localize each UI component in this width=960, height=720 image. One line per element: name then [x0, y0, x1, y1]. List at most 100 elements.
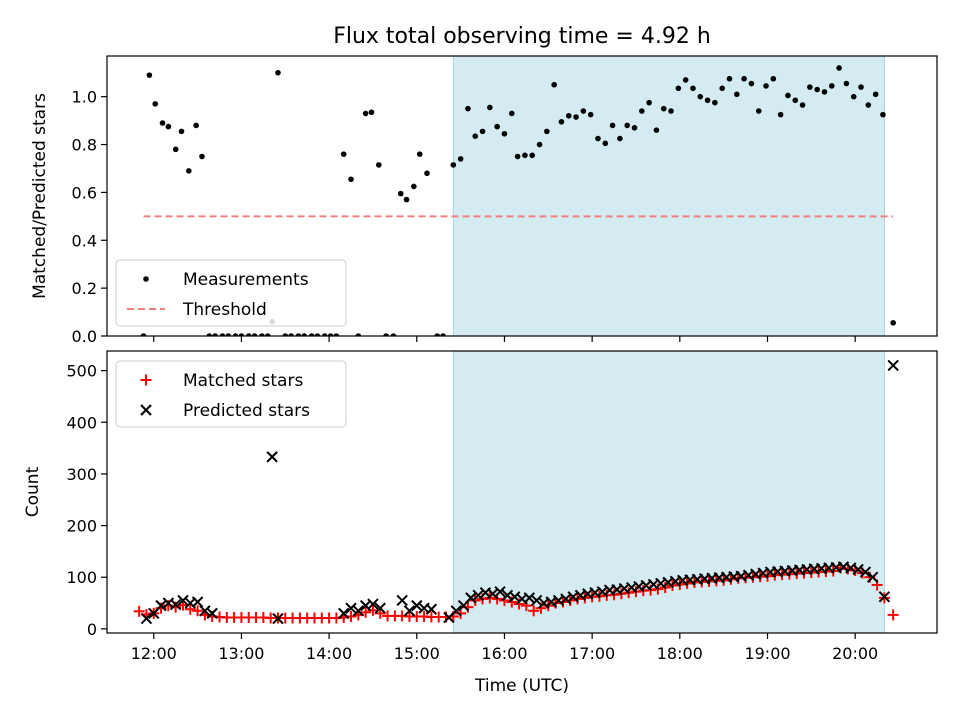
measurement-point: [199, 153, 205, 160]
measurement-point: [843, 80, 850, 87]
measurement-point: [748, 80, 755, 87]
axes-frame: [106, 350, 938, 634]
measurement-point: [850, 93, 857, 100]
matched-star-point: [133, 605, 145, 617]
matched-star-point: [374, 607, 386, 619]
y-axis-label: Count: [23, 466, 43, 517]
measurement-point: [890, 320, 896, 326]
measurement-point: [872, 91, 879, 98]
predicted-star-point: [859, 566, 872, 578]
measurement-point: [206, 333, 213, 336]
measurement-point: [690, 85, 696, 92]
measurement-point: [288, 333, 294, 336]
measurement-point: [682, 77, 689, 83]
measurement-point: [355, 333, 362, 336]
measurement-point: [880, 111, 886, 118]
x-tick-label: 13:00: [218, 644, 264, 663]
measurement-point: [660, 105, 667, 112]
y-tick-label: 300: [66, 465, 97, 484]
predicted-star-point: [345, 602, 357, 614]
measurement-point: [595, 135, 601, 142]
predicted-star-point: [169, 598, 182, 611]
measurement-point: [514, 153, 521, 160]
x-tick-label: 15:00: [394, 644, 440, 663]
measurement-point: [617, 135, 623, 142]
y-tick-label: 200: [66, 517, 97, 536]
measurement-point: [362, 110, 369, 117]
observing-window-span: [452, 56, 885, 336]
measurement-point: [587, 111, 594, 118]
predicted-star-point: [425, 603, 438, 615]
measurement-point: [741, 75, 747, 82]
predicted-star-point: [403, 605, 416, 617]
figure-title: Flux total observing time = 4.92 h: [333, 24, 711, 49]
legend: Matched stars Predicted stars: [115, 360, 347, 428]
measurement-point: [668, 108, 674, 114]
predicted-star-point: [530, 594, 543, 607]
measurement-point: [763, 83, 769, 89]
predicted-star-point: [866, 571, 879, 583]
measurement-point: [238, 333, 245, 336]
predicted-star-point: [272, 612, 284, 625]
measurement-point: [416, 151, 423, 157]
y-tick-label: 1.0: [72, 88, 97, 107]
y-tick-label: 0.8: [72, 136, 97, 155]
predicted-star-point: [352, 605, 365, 617]
y-tick-label: 500: [66, 362, 97, 381]
y-tick-label: 0: [87, 620, 97, 639]
measurement-point: [275, 69, 281, 76]
measurement-point: [465, 105, 471, 112]
measurement-point: [734, 91, 740, 98]
measurement-point: [245, 333, 252, 336]
measurement-point: [799, 102, 806, 108]
predicted-star-point: [508, 591, 521, 603]
measurement-point: [212, 333, 218, 336]
x-axis-label: Time (UTC): [474, 676, 569, 696]
x-tick-label: 20:00: [832, 644, 878, 663]
matched-star-point: [360, 606, 372, 618]
measurement-point: [264, 333, 271, 336]
plot-area: [140, 56, 896, 336]
measurement-point: [536, 141, 543, 148]
predicted-star-point: [199, 605, 211, 617]
measurement-point: [186, 168, 192, 174]
measurement-point: [340, 151, 347, 157]
measurement-point: [814, 86, 820, 93]
measurement-point: [609, 122, 616, 129]
legend-marker-predicted: [140, 404, 152, 416]
measurement-point: [602, 140, 609, 147]
measurement-point: [836, 65, 842, 71]
predicted-star-point: [191, 596, 204, 608]
measurement-point: [487, 104, 493, 111]
x-tick-label: 14:00: [306, 644, 352, 663]
matched-star-point: [887, 609, 899, 621]
measurement-point: [321, 333, 328, 336]
y-tick-label: 0.4: [72, 231, 97, 250]
measurement-point: [232, 333, 239, 336]
count-panel: 0 100 200 300 400 500 12:00 13:00 14:00 15:00 16:0…: [23, 350, 938, 663]
measurement-point: [140, 333, 147, 336]
predicted-star-point: [887, 359, 899, 372]
measurement-point: [558, 119, 565, 125]
measurement-point: [219, 333, 226, 336]
legend-label: Predicted stars: [183, 401, 310, 421]
measurement-point: [646, 99, 652, 106]
measurement-point: [544, 128, 550, 135]
measurement-point: [308, 333, 315, 336]
measurement-point: [301, 333, 308, 336]
measurement-point: [479, 128, 486, 135]
measurement-point: [777, 111, 784, 118]
measurement-point: [327, 333, 334, 336]
y-tick-label: 0.6: [72, 183, 97, 202]
y-tick-label: 400: [66, 413, 97, 432]
measurement-point: [165, 123, 172, 130]
measurement-point: [159, 120, 166, 126]
measurement-point: [282, 333, 289, 336]
predicted-star-point: [140, 612, 153, 625]
predicted-star-point: [852, 563, 864, 576]
measurement-point: [494, 123, 500, 130]
measurement-point: [726, 75, 733, 82]
measurement-point: [193, 122, 199, 129]
legend-label: Threshold: [182, 300, 267, 320]
